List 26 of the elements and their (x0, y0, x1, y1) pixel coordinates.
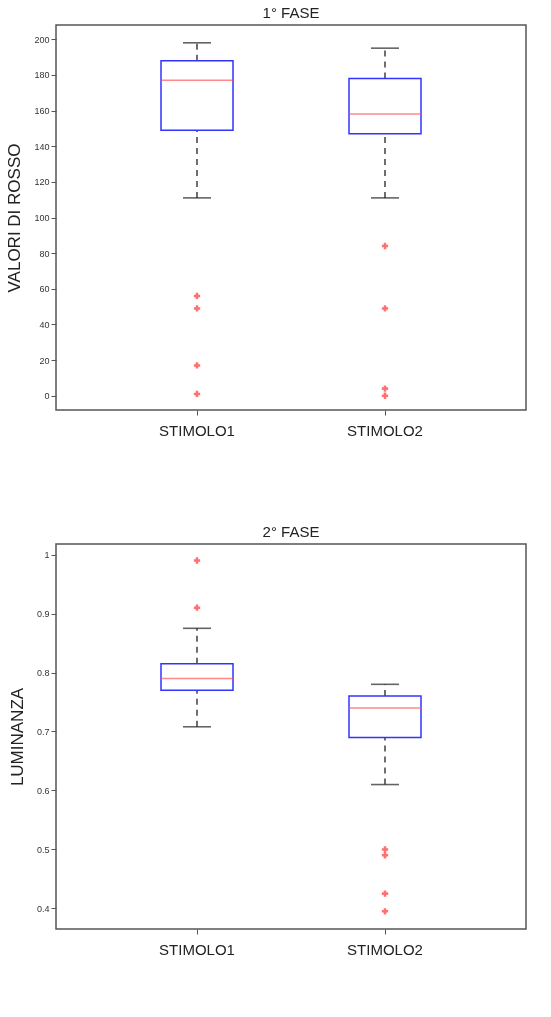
y-tick-label: 20 (39, 355, 50, 366)
y-tick-label: 140 (34, 141, 50, 152)
x-tick-label: STIMOLO2 (347, 421, 423, 439)
y-tick-label: 0.4 (36, 903, 50, 914)
y-tick-label: 0.9 (36, 609, 50, 620)
y-tick-label: 0 (44, 391, 50, 402)
y-tick-label: 100 (34, 213, 50, 223)
y-tick-label: 160 (34, 106, 50, 117)
y-tick-label: 0.8 (36, 668, 50, 679)
x-tick-label: STIMOLO1 (159, 421, 235, 439)
y-axis-title: VALORI DI ROSSO (5, 143, 25, 293)
y-tick-label: 120 (34, 177, 50, 188)
y-tick-label: 60 (39, 284, 50, 295)
x-tick-label: STIMOLO1 (159, 940, 235, 958)
y-tick-label: 80 (39, 248, 50, 259)
y-tick-label: 0.6 (36, 785, 50, 796)
chart-title: 2° FASE (262, 523, 320, 540)
y-tick-label: 0.7 (36, 726, 50, 737)
y-tick-label: 40 (39, 319, 50, 330)
chart-title: 1° FASE (262, 4, 320, 21)
x-tick-label: STIMOLO2 (347, 940, 423, 958)
y-tick-label: 0.5 (36, 844, 50, 855)
y-axis-title: LUMINANZA (7, 687, 27, 787)
y-tick-label: 200 (34, 34, 50, 45)
y-tick-label: 180 (34, 70, 50, 81)
y-tick-label: 1 (44, 550, 50, 561)
